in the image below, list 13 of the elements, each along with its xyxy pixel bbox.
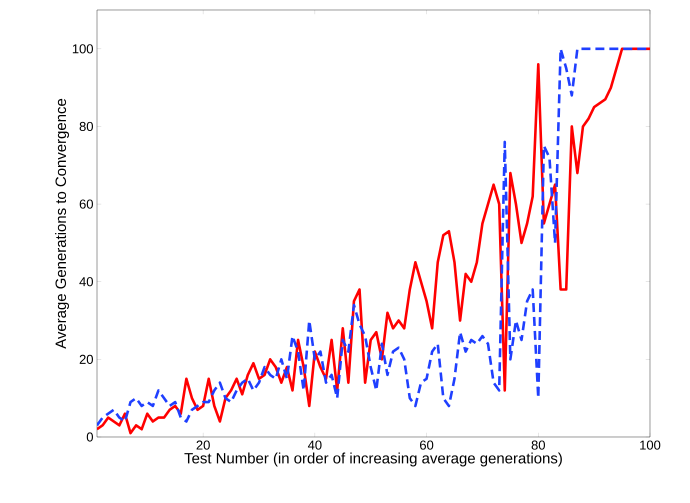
y-axis-title: Average Generations to Convergence — [55, 98, 70, 349]
x-axis-title: Test Number (in order of increasing average generations) — [184, 452, 562, 466]
x-tick-label: 60 — [420, 440, 434, 450]
x-tick-label: 20 — [196, 440, 210, 450]
x-tick-label: 40 — [308, 440, 322, 450]
y-tick-label: 80 — [80, 122, 93, 132]
x-tick-label: 80 — [532, 440, 545, 450]
y-tick-label: 20 — [80, 354, 93, 364]
y-tick-label: 40 — [79, 277, 93, 286]
x-tick-label: 100 — [640, 440, 660, 450]
y-tick-label: 100 — [72, 44, 93, 54]
y-tick-label: 60 — [80, 200, 93, 209]
y-tick-label: 0 — [86, 432, 93, 442]
